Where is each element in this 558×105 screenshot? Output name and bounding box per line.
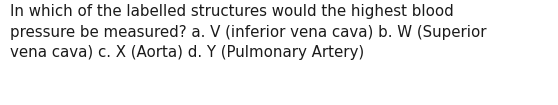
Text: In which of the labelled structures would the highest blood
pressure be measured: In which of the labelled structures woul… <box>10 4 487 60</box>
